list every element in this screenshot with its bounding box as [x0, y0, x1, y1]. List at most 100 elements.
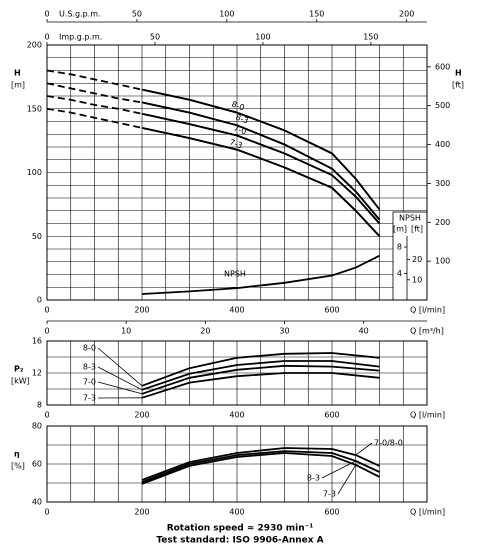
top-tick-label: 50 — [132, 10, 142, 19]
top-tick-label: 50 — [150, 33, 160, 42]
y-axis-unit: [kW] — [11, 377, 30, 386]
y-tick-label: 150 — [27, 104, 42, 113]
y-axis-label: H — [14, 69, 21, 78]
x-tick-label: 0 — [44, 411, 49, 420]
top-tick-label: 100 — [255, 33, 270, 42]
y2-tick-label: 100 — [435, 257, 450, 266]
x-tick-label: 0 — [44, 508, 49, 517]
plot-frame — [46, 340, 428, 406]
y-tick-label: 60 — [32, 460, 42, 469]
curve-solid — [141, 101, 381, 221]
y-tick-label: 40 — [32, 498, 42, 507]
footer-note: Test standard: ISO 9906-Annex A — [156, 536, 323, 546]
curve — [141, 372, 380, 399]
y2-axis-label: H — [455, 69, 462, 78]
y-tick-label: 80 — [32, 422, 42, 431]
x2-tick-label: 20 — [200, 327, 210, 336]
top-tick-label: 0 — [44, 33, 49, 42]
curve — [141, 364, 380, 395]
y-tick-label: 16 — [32, 337, 42, 346]
top-tick-label: 150 — [309, 10, 324, 19]
top-tick-label: 100 — [219, 10, 234, 19]
y2-axis-unit: [ft] — [452, 81, 464, 90]
series-label: 8-3 — [307, 474, 320, 483]
curve — [141, 360, 380, 391]
x-axis-label: Q [l/min] — [410, 306, 445, 315]
plot-frame — [46, 425, 428, 503]
x2-tick-label: 40 — [359, 327, 369, 336]
x-tick-label: 200 — [134, 411, 149, 420]
footer-note: Rotation speed ≈ 2930 min⁻¹ — [167, 524, 314, 534]
y2-tick-label: 300 — [435, 179, 450, 188]
y-tick-label: 0 — [37, 296, 42, 305]
x-tick-label: 400 — [229, 411, 244, 420]
leader-line — [337, 464, 357, 495]
series-label: 7-3 — [228, 138, 243, 151]
curve — [141, 352, 380, 387]
y2-tick-label: 500 — [435, 101, 450, 110]
npsh-tick-label: 20 — [412, 255, 422, 264]
y-axis-unit: [%] — [11, 462, 25, 471]
y-tick-label: 8 — [37, 401, 42, 410]
npsh-unit: [ft] — [411, 225, 423, 234]
npsh-unit: [m] — [393, 225, 407, 234]
y-axis-label: η — [14, 450, 20, 459]
y-axis-label: P₂ — [14, 365, 24, 374]
series-label: 7-0/8-0 — [374, 439, 403, 448]
npsh-tick-label: 4 — [397, 269, 402, 278]
x2-tick-label: 30 — [279, 327, 289, 336]
leader-line — [321, 460, 356, 479]
x2-tick-label: 0 — [44, 327, 49, 336]
x-axis-label: Q [l/min] — [410, 508, 445, 517]
series-label: 7-3 — [323, 490, 336, 499]
curve — [141, 452, 380, 485]
leader-line — [97, 366, 143, 391]
series-label: NPSH — [224, 270, 246, 279]
x2-axis-label: Q [m³/h] — [410, 327, 444, 336]
y2-tick-label: 200 — [435, 218, 450, 227]
x-axis-label: Q [l/min] — [410, 411, 445, 420]
npsh-label: NPSH — [399, 214, 421, 223]
y-axis-unit: [m] — [11, 81, 25, 90]
x-tick-label: 600 — [324, 411, 339, 420]
series-label: 7-0 — [83, 378, 96, 387]
x-tick-label: 600 — [324, 508, 339, 517]
npsh-tick-label: 8 — [397, 243, 402, 252]
curve-solid — [141, 112, 381, 225]
npsh-tick-label: 10 — [412, 275, 422, 284]
plot-frame — [46, 44, 428, 301]
top-axis-label: U.S.g.p.m. — [59, 10, 101, 19]
x-tick-label: 200 — [134, 508, 149, 517]
top-tick-label: 0 — [44, 10, 49, 19]
y2-tick-label: 400 — [435, 140, 450, 149]
x-tick-label: 200 — [134, 306, 149, 315]
series-label: 7-0 — [232, 124, 247, 137]
y-tick-label: 100 — [27, 168, 42, 177]
leader-line — [97, 347, 143, 387]
series-label: 7-3 — [83, 394, 96, 403]
top-tick-label: 150 — [363, 33, 378, 42]
leader-line — [97, 381, 143, 395]
y-tick-label: 50 — [32, 232, 42, 241]
top-axis-label: Imp.g.p.m. — [59, 33, 102, 42]
top-tick-label: 200 — [399, 10, 414, 19]
x-tick-label: 400 — [229, 508, 244, 517]
series-label: 8-0 — [230, 100, 245, 113]
x-tick-label: 400 — [229, 306, 244, 315]
x2-tick-label: 10 — [121, 327, 131, 336]
curve — [141, 254, 380, 295]
series-label: 8-3 — [234, 113, 249, 126]
y-tick-label: 12 — [32, 369, 42, 378]
curve-solid — [141, 88, 381, 211]
series-label: 8-0 — [83, 344, 96, 353]
curve — [141, 450, 380, 483]
y-tick-label: 200 — [27, 41, 42, 50]
x-tick-label: 600 — [324, 306, 339, 315]
series-label: 8-3 — [83, 363, 96, 372]
leader-line — [355, 442, 373, 456]
y2-tick-label: 600 — [435, 62, 450, 71]
x-tick-label: 0 — [44, 306, 49, 315]
curve-solid — [141, 127, 381, 237]
